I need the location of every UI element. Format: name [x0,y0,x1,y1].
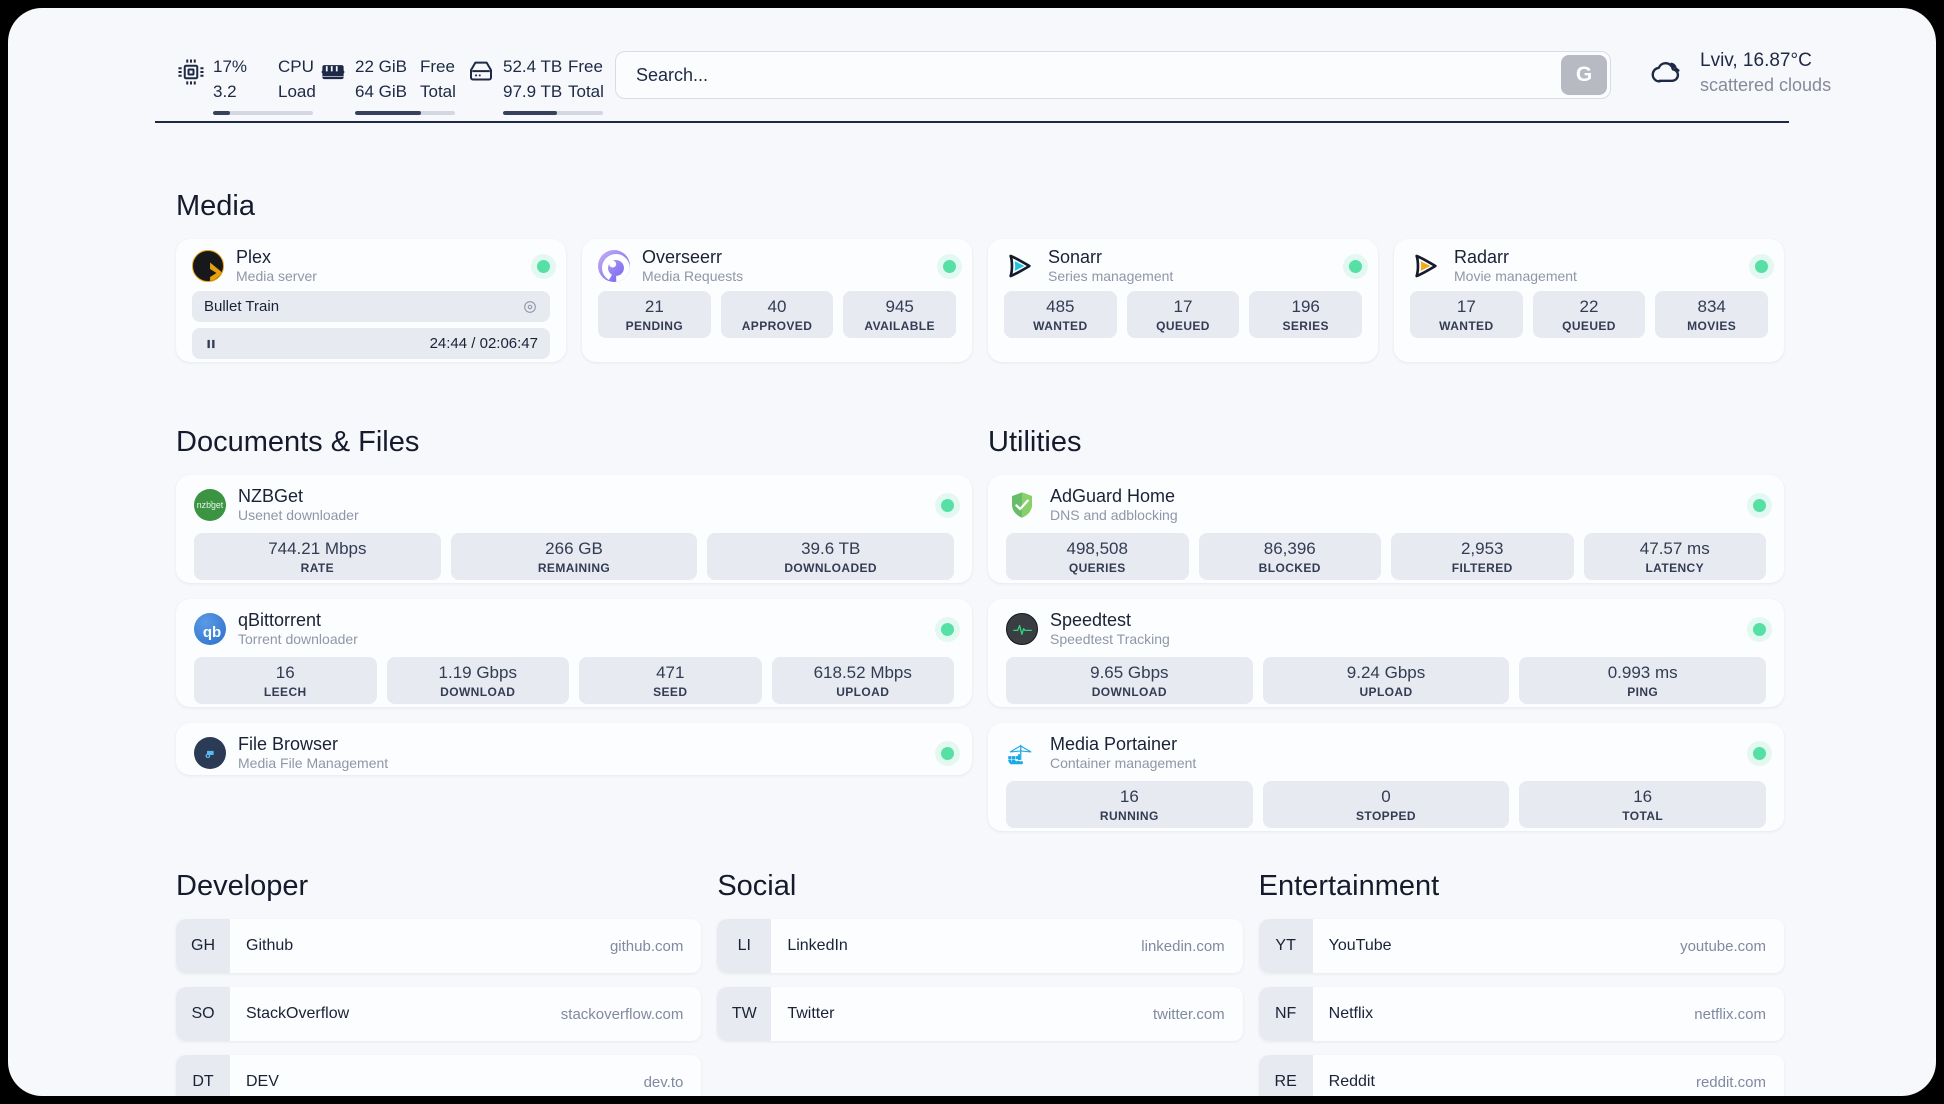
svg-text:qb: qb [203,624,221,641]
svg-text:nzbget: nzbget [197,500,224,510]
